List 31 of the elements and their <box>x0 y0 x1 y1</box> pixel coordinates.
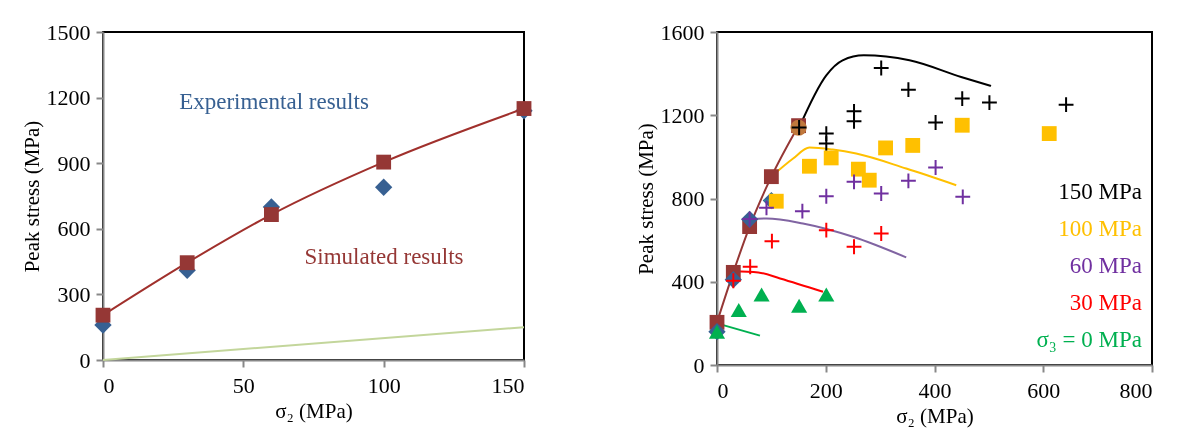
series-label: Simulated results <box>304 244 464 269</box>
x-tick-label: 800 <box>1119 377 1153 403</box>
text: 60 MPa <box>1069 253 1142 278</box>
x-tick-label: 0 <box>717 377 729 403</box>
y-tick-label: 300 <box>57 281 91 307</box>
text: Experimental results <box>179 89 369 114</box>
text: 100 MPa <box>1058 216 1142 241</box>
y-tick-label: 1500 <box>46 19 91 45</box>
y-tick-label: 1200 <box>660 102 705 128</box>
y-axis-title: Peak stress (MPa) <box>633 123 658 275</box>
text: σ₃ = 0 MPa <box>1036 327 1142 352</box>
y-tick-label: 1600 <box>660 19 705 45</box>
y-tick-label: 400 <box>671 269 705 295</box>
x-tick-label: 0 <box>103 372 115 398</box>
x-axis-title: σ₂ (MPa) <box>275 398 353 423</box>
y-tick-label: 0 <box>693 352 705 378</box>
y-tick-label: 800 <box>671 186 705 211</box>
x-tick-label: 400 <box>918 377 952 403</box>
text: 150 MPa <box>1058 179 1142 204</box>
x-tick-label: 600 <box>1027 377 1061 403</box>
y-axis-title: Peak stress (MPa) <box>19 120 44 273</box>
y-tick-label: 1200 <box>46 85 91 111</box>
text: 30 MPa <box>1069 290 1142 315</box>
y-tick-label: 600 <box>57 216 91 242</box>
x-axis-title: σ₂ (MPa) <box>896 403 974 428</box>
y-tick-label: 900 <box>57 150 91 176</box>
x-tick-label: 50 <box>232 372 255 398</box>
y-tick-label: 0 <box>79 347 91 373</box>
x-tick-label: 200 <box>809 377 843 403</box>
x-tick-label: 150 <box>491 372 525 398</box>
x-tick-label: 100 <box>367 372 401 398</box>
